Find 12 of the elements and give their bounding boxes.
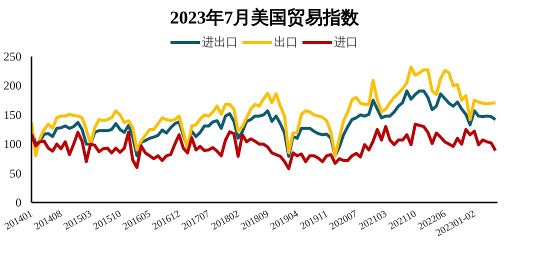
y-tick-label: 250 <box>4 50 22 64</box>
line-series <box>32 122 497 170</box>
legend-label: 进口 <box>334 34 358 50</box>
legend-label: 出口 <box>274 34 298 50</box>
y-tick-label: 100 <box>4 137 22 152</box>
y-tick-label: 200 <box>4 78 22 93</box>
chart-title: 2023年7月美国贸易指数 <box>170 8 360 28</box>
legend-label: 进出口 <box>202 34 238 50</box>
y-tick-label: 50 <box>10 166 22 180</box>
y-tick-label: 0 <box>16 196 22 210</box>
y-tick-label: 150 <box>4 108 22 122</box>
line-series <box>32 66 497 158</box>
